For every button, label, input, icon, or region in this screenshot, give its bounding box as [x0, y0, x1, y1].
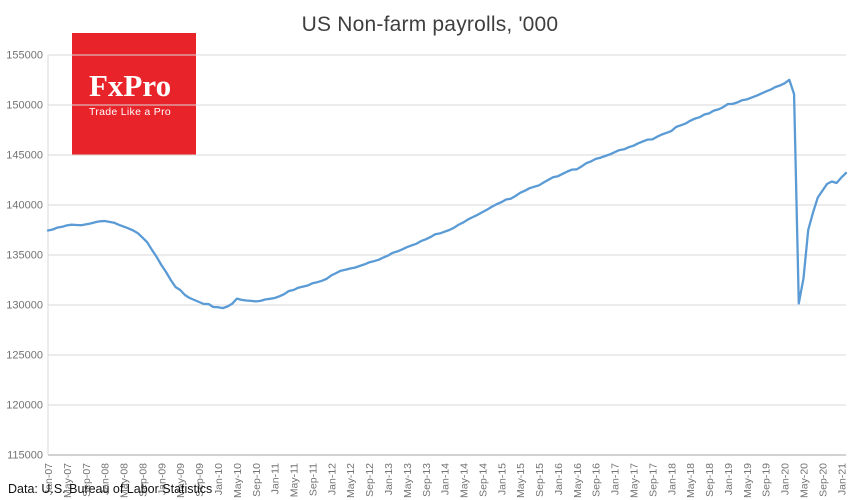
svg-text:Sep-18: Sep-18: [704, 463, 716, 497]
svg-text:Sep-07: Sep-07: [81, 463, 93, 497]
svg-text:Sep-12: Sep-12: [364, 463, 376, 497]
svg-text:Jan-14: Jan-14: [440, 463, 452, 495]
svg-text:Jan-19: Jan-19: [723, 463, 735, 495]
svg-text:Jan-12: Jan-12: [326, 463, 338, 495]
y-axis-labels: 115000 120000 125000 130000 135000 140000 1450…: [6, 50, 43, 462]
svg-text:Jan-11: Jan-11: [270, 463, 282, 494]
svg-text:Jan-15: Jan-15: [496, 463, 508, 495]
svg-text:Sep-08: Sep-08: [137, 463, 149, 497]
svg-text:May-09: May-09: [175, 463, 187, 498]
svg-text:May-16: May-16: [572, 463, 584, 498]
svg-text:150000: 150000: [6, 100, 43, 112]
svg-text:Sep-09: Sep-09: [194, 463, 206, 497]
svg-text:125000: 125000: [6, 350, 43, 362]
svg-text:Jan-07: Jan-07: [43, 463, 55, 495]
svg-text:May-11: May-11: [289, 463, 301, 497]
svg-text:Sep-14: Sep-14: [477, 463, 489, 497]
svg-text:May-19: May-19: [742, 463, 754, 498]
chart-title: US Non-farm payrolls, '000: [301, 13, 559, 36]
svg-text:May-15: May-15: [515, 463, 527, 498]
svg-text:Sep-11: Sep-11: [307, 463, 319, 496]
svg-text:Jan-20: Jan-20: [780, 463, 792, 495]
svg-text:Sep-10: Sep-10: [251, 463, 263, 497]
svg-text:May-18: May-18: [685, 463, 697, 498]
svg-text:Jan-21: Jan-21: [836, 463, 848, 495]
data-source-note: Data: U.S. Bureau of Labor Statistics: [8, 482, 213, 496]
x-axis-labels: Jan-07 May-07 Sep-07 Jan-08 May-08 Sep-08 Jan-…: [43, 463, 848, 498]
svg-text:Jan-09: Jan-09: [156, 463, 168, 495]
payrolls-series-line: [46, 78, 848, 310]
svg-text:May-14: May-14: [459, 463, 471, 498]
svg-text:May-08: May-08: [119, 463, 131, 498]
svg-text:120000: 120000: [6, 400, 43, 412]
svg-text:Jan-16: Jan-16: [553, 463, 565, 495]
gridlines: [47, 54, 846, 456]
svg-text:140000: 140000: [6, 200, 43, 212]
svg-text:May-17: May-17: [629, 463, 641, 498]
fxpro-brand-text: FxPro: [89, 68, 172, 103]
svg-text:145000: 145000: [6, 150, 43, 162]
svg-text:Sep-17: Sep-17: [647, 463, 659, 497]
svg-text:135000: 135000: [6, 250, 43, 262]
svg-text:May-13: May-13: [402, 463, 414, 498]
svg-text:May-12: May-12: [345, 463, 357, 498]
svg-text:Jan-18: Jan-18: [666, 463, 678, 495]
svg-text:Sep-20: Sep-20: [817, 463, 829, 497]
svg-text:130000: 130000: [6, 300, 43, 312]
svg-text:Jan-10: Jan-10: [213, 463, 225, 495]
svg-text:Jan-17: Jan-17: [610, 463, 622, 495]
svg-text:Sep-16: Sep-16: [591, 463, 603, 497]
svg-text:May-20: May-20: [799, 463, 811, 498]
svg-text:Sep-13: Sep-13: [421, 463, 433, 497]
svg-text:Jan-08: Jan-08: [100, 463, 112, 495]
svg-text:Sep-15: Sep-15: [534, 463, 546, 497]
svg-text:May-07: May-07: [62, 463, 74, 498]
svg-text:May-10: May-10: [232, 463, 244, 498]
svg-text:155000: 155000: [6, 50, 43, 62]
svg-text:Jan-13: Jan-13: [383, 463, 395, 495]
fxpro-tagline-text: Trade Like a Pro: [89, 106, 172, 118]
svg-text:Sep-19: Sep-19: [761, 463, 773, 497]
fxpro-logo: FxPro Trade Like a Pro: [72, 33, 196, 155]
svg-text:115000: 115000: [7, 450, 43, 462]
